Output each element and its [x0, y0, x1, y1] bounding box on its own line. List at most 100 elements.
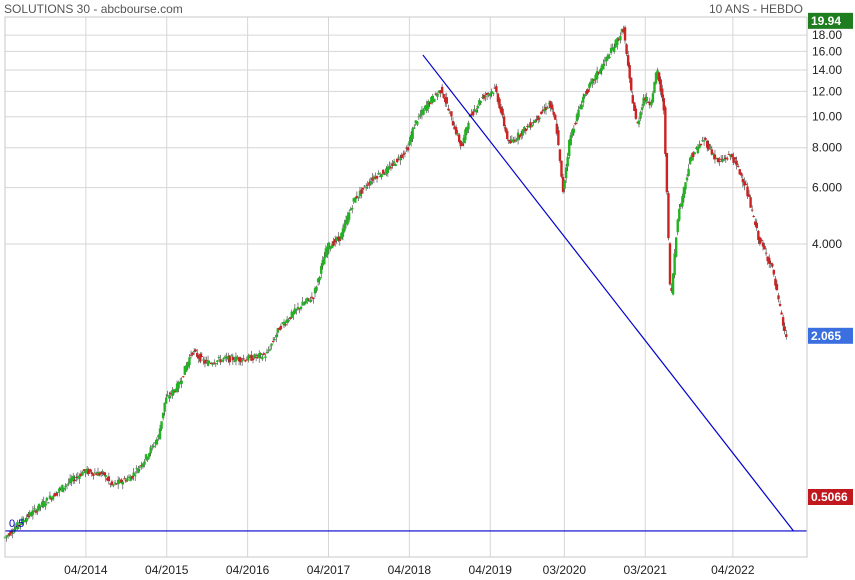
candle-body [76, 476, 80, 478]
candle-body [48, 495, 52, 499]
candle-body [284, 324, 287, 326]
candle-body [758, 237, 762, 244]
candle-body [281, 322, 284, 324]
candle-body [236, 358, 239, 360]
candle-body [73, 479, 76, 482]
candle-body [67, 482, 70, 484]
candle-body [5, 535, 8, 538]
candle-body [23, 520, 27, 523]
candle-body [535, 119, 538, 121]
candle-body [647, 101, 650, 103]
candle-body [31, 510, 35, 515]
candle-body [19, 523, 22, 525]
candle-body [239, 357, 242, 363]
candle-body [509, 140, 512, 144]
candle-body [351, 207, 354, 210]
candle-body [499, 106, 503, 113]
candle-body [730, 154, 734, 158]
candle-body [265, 351, 269, 354]
candle-body [279, 325, 283, 330]
candle-body [240, 360, 244, 362]
candle-body [640, 107, 644, 110]
candle-body [705, 140, 709, 148]
candle-body [273, 339, 276, 341]
candle-body [290, 311, 293, 319]
y-tick-label: 8.000 [812, 141, 842, 155]
candle-body [761, 242, 765, 247]
candle-body [781, 317, 785, 326]
candle-body [293, 308, 297, 314]
candle-body [90, 472, 94, 475]
candle-body [425, 104, 428, 111]
candle-body [428, 102, 431, 105]
candle-body [772, 269, 776, 275]
candle-body [56, 491, 59, 493]
candle-body [619, 36, 622, 41]
candle-body [151, 445, 154, 447]
candle-body [603, 60, 607, 62]
candle-body [51, 496, 55, 500]
candle-body [231, 356, 235, 361]
candle-body [454, 126, 458, 135]
candle-body [10, 531, 13, 534]
chart-title: SOLUTIONS 30 - abcbourse.com [4, 2, 183, 16]
candle-body [53, 493, 56, 497]
y-tick-label: 16.00 [812, 44, 842, 58]
candle-body [459, 140, 462, 147]
candle-body [296, 307, 300, 309]
candle-body [101, 471, 104, 473]
candle-body [664, 107, 667, 154]
candle-body [585, 91, 588, 94]
candle-body [417, 116, 421, 118]
candle-body [563, 180, 566, 189]
candle-body [349, 208, 352, 211]
candle-body [112, 484, 115, 486]
candle-body [648, 101, 652, 106]
candle-body [378, 175, 382, 177]
candle-body [692, 152, 695, 158]
candle-body [62, 487, 66, 490]
x-axis-labels: 04/2014 04/2015 04/2016 04/2017 04/2018 04/20… [64, 563, 755, 577]
candle-body [50, 497, 53, 500]
candle-body [391, 163, 394, 166]
candle-body [251, 358, 255, 361]
candle-body [248, 355, 252, 358]
candle-body [554, 114, 557, 120]
candle-body [670, 287, 673, 291]
candle-body [544, 107, 548, 110]
candle-body [537, 115, 540, 120]
candle-body [571, 129, 574, 136]
last-price-badge [808, 327, 853, 344]
candle-body [433, 98, 436, 102]
y-tick-label: 10.00 [812, 110, 842, 124]
candle-body [16, 522, 19, 530]
candle-body [115, 483, 118, 485]
candle-body [662, 98, 665, 111]
candle-body [177, 381, 180, 389]
candle-body [712, 153, 715, 156]
candle-body [608, 57, 611, 59]
candle-body [295, 308, 298, 311]
candle-body [721, 159, 724, 162]
candle-body [637, 120, 641, 125]
candle-body [25, 517, 28, 522]
candle-body [141, 463, 145, 468]
candle-body [521, 129, 524, 136]
candle-body [447, 108, 450, 111]
candle-body [597, 72, 600, 74]
candle-body [364, 187, 368, 189]
candle-body [766, 256, 769, 262]
candle-body [312, 297, 315, 300]
grid [5, 17, 807, 557]
candle-body [234, 356, 238, 362]
y-tick-label: 18.00 [812, 28, 842, 42]
candle-body [182, 376, 185, 378]
y-tick-label: 12.00 [812, 84, 842, 98]
candle-body [220, 359, 224, 362]
x-tick-label: 03/2021 [624, 563, 668, 577]
y-axis-labels: 18.00 16.00 14.00 12.00 10.00 8.000 6.000 4.000 [812, 28, 842, 251]
candle-body [636, 122, 639, 124]
candle-body [461, 143, 464, 146]
candle-body [276, 328, 280, 333]
candle-body [780, 312, 783, 315]
